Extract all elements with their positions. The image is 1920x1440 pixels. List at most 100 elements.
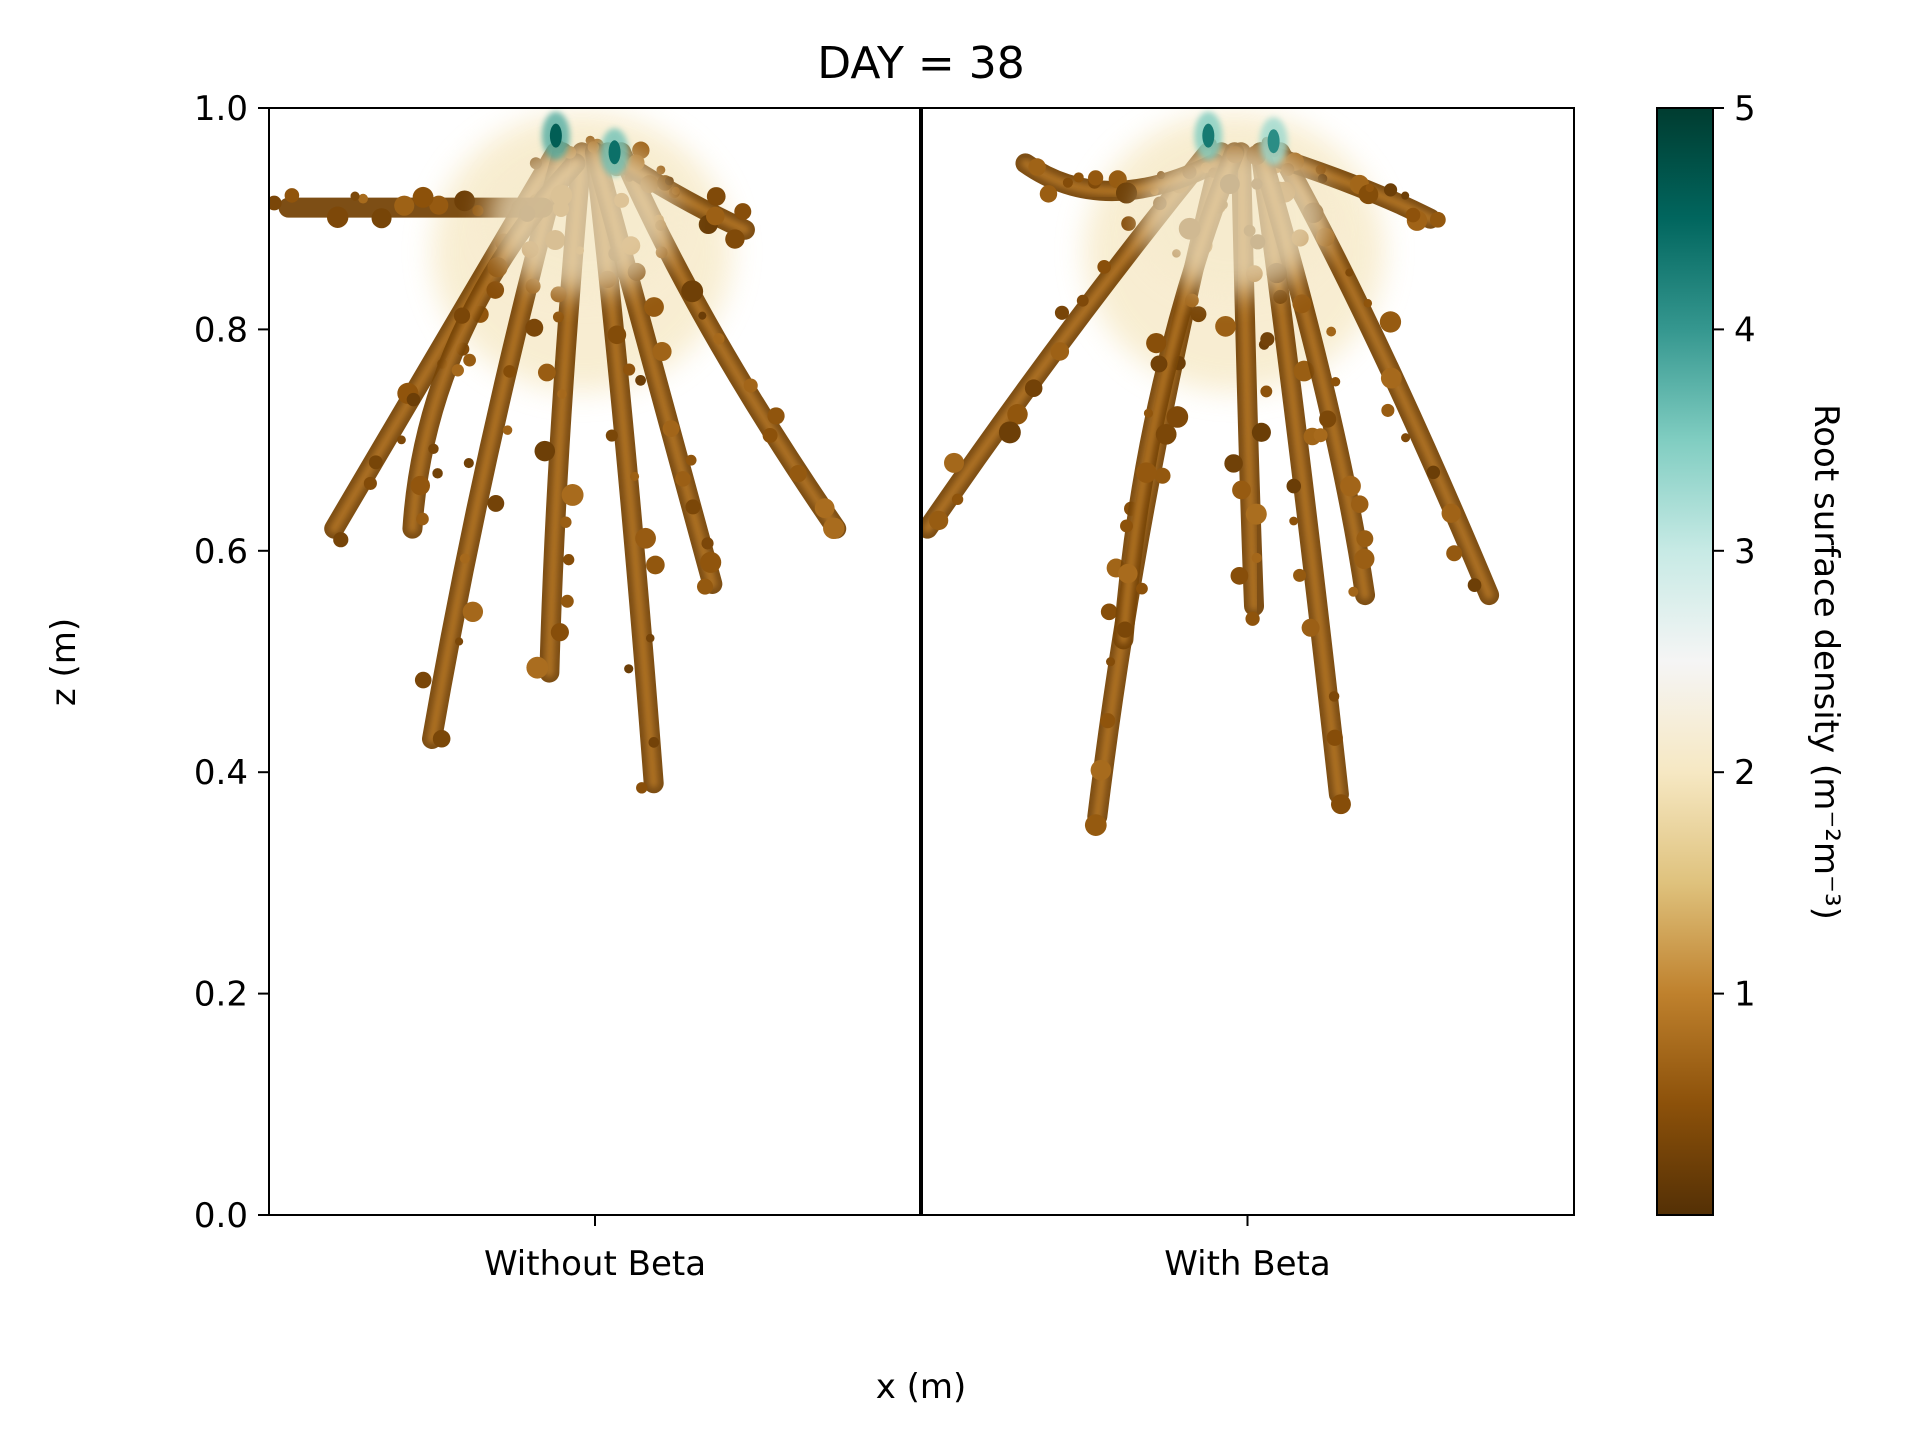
root-cell — [1073, 172, 1084, 183]
root-cell — [432, 468, 443, 479]
root-cell — [1118, 563, 1138, 584]
root-cell — [1348, 586, 1359, 597]
colorbar-tick-label: 1 — [1734, 975, 1756, 1015]
root-cell — [560, 516, 572, 528]
root-cell — [1251, 552, 1262, 564]
y-tick-label: 0.4 — [194, 753, 248, 793]
colorbar-tick-label: 4 — [1734, 310, 1756, 350]
root-cell — [1380, 367, 1402, 389]
root-cell — [363, 476, 377, 490]
root-cell — [696, 578, 714, 595]
root-cell — [560, 594, 574, 608]
root-cell — [1185, 293, 1199, 308]
hot-spot — [1202, 123, 1215, 148]
root-cell — [1090, 759, 1112, 781]
root-cell — [1328, 691, 1340, 702]
root-cell — [652, 341, 672, 362]
hot-spot — [1267, 129, 1280, 154]
root-cell — [644, 297, 664, 317]
root-cell — [1143, 408, 1154, 418]
root-cell — [1293, 568, 1307, 582]
root-cell — [552, 311, 564, 323]
root-cell — [648, 737, 660, 748]
root-cell — [1054, 305, 1070, 320]
root-cell — [675, 471, 691, 487]
root-cell — [534, 440, 556, 462]
root-cell — [1062, 177, 1073, 188]
root-cell — [472, 205, 484, 217]
root-cell — [1224, 454, 1243, 473]
root-cell — [410, 475, 431, 496]
root-cell — [1097, 260, 1112, 274]
colorbar: 1 2 3 4 5 — [1656, 89, 1756, 1216]
colorbar-tick-label: 2 — [1734, 753, 1756, 793]
root-cell — [636, 782, 648, 794]
root-cell — [713, 333, 725, 345]
root-cell — [428, 443, 439, 455]
x-tick-label: Without Beta — [484, 1244, 706, 1284]
root-cell — [605, 429, 618, 442]
root-cell — [1039, 185, 1058, 203]
root-cell — [487, 257, 508, 278]
root-cell — [1154, 467, 1171, 484]
root-cell — [767, 407, 785, 425]
root-cell — [1088, 170, 1104, 186]
root-cell — [1286, 478, 1302, 494]
root-cell — [1150, 355, 1168, 373]
root-cell — [1155, 423, 1177, 445]
x-axis-label: x (m) — [876, 1367, 967, 1407]
root-cell — [1260, 385, 1273, 398]
root-cell — [394, 195, 415, 216]
root-cell — [269, 195, 282, 211]
root-cell — [429, 195, 449, 215]
root-cell — [525, 318, 544, 337]
root-cell — [1190, 306, 1207, 323]
root-cell — [706, 206, 725, 226]
root-cell — [486, 281, 505, 299]
root-cell — [1326, 326, 1337, 337]
root-cell — [823, 517, 845, 540]
y-tick-label: 0.0 — [194, 1196, 248, 1236]
root-cell — [789, 464, 807, 483]
root-cell — [624, 664, 634, 674]
root-cell — [646, 555, 665, 575]
root-cell — [455, 637, 464, 646]
root-cell — [350, 191, 360, 201]
root-cell — [1120, 519, 1133, 533]
y-axis: 0.0 0.2 0.4 0.6 0.8 1.0 — [194, 89, 269, 1236]
root-cell — [1401, 433, 1411, 443]
root-cell — [607, 325, 627, 345]
root-cell — [1340, 475, 1361, 497]
root-cell — [432, 729, 451, 748]
root-cell — [1319, 410, 1337, 428]
root-cell — [1245, 611, 1260, 626]
root-cell — [561, 484, 584, 506]
root-cell — [814, 498, 835, 519]
root-cell — [1354, 548, 1375, 570]
root-cell — [1467, 578, 1482, 592]
root-cell — [1232, 480, 1251, 500]
root-cell — [635, 374, 646, 386]
root-cell — [451, 364, 464, 377]
root-cell — [1076, 294, 1089, 307]
root-cell — [502, 425, 513, 435]
x-axis: Without Beta With Beta — [484, 1215, 1331, 1284]
root-cell — [503, 365, 516, 378]
root-cell — [700, 551, 722, 573]
root-cell — [1326, 729, 1343, 746]
root-cell — [326, 206, 349, 228]
root-cell — [928, 510, 949, 531]
root-cell — [762, 427, 778, 443]
root-cell — [1356, 530, 1374, 548]
root-cell — [1379, 311, 1402, 333]
y-tick-label: 0.2 — [194, 975, 248, 1015]
root-cell — [1251, 422, 1271, 442]
root-cell — [1365, 183, 1374, 193]
root-cell — [706, 187, 726, 206]
root-cell — [998, 421, 1021, 444]
root-cell — [1136, 462, 1157, 483]
root-cell — [563, 554, 575, 566]
crown-core — [486, 143, 677, 294]
root-cell — [1289, 516, 1299, 526]
